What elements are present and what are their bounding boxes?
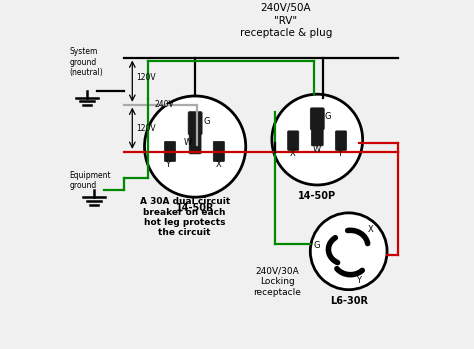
FancyBboxPatch shape: [189, 134, 201, 154]
Text: 240V/30A
Locking
receptacle: 240V/30A Locking receptacle: [253, 267, 301, 297]
Circle shape: [145, 96, 246, 197]
Text: X: X: [289, 149, 295, 158]
Text: Y: Y: [165, 160, 171, 169]
Text: G: G: [203, 117, 210, 126]
Text: Equipment
ground: Equipment ground: [70, 171, 111, 191]
Text: L6-30R: L6-30R: [330, 296, 368, 306]
Circle shape: [310, 213, 387, 290]
Text: Y: Y: [356, 276, 361, 285]
FancyBboxPatch shape: [311, 126, 323, 146]
FancyBboxPatch shape: [336, 131, 346, 150]
Text: System
ground
(neutral): System ground (neutral): [70, 47, 103, 77]
Text: X: X: [216, 160, 222, 169]
FancyBboxPatch shape: [288, 131, 299, 150]
Text: receptacle & plug: receptacle & plug: [240, 28, 332, 38]
FancyBboxPatch shape: [213, 141, 224, 162]
Text: "RV": "RV": [274, 16, 297, 26]
Text: Y: Y: [337, 149, 342, 158]
Circle shape: [272, 94, 363, 185]
Text: 240V/50A: 240V/50A: [261, 3, 311, 14]
FancyBboxPatch shape: [164, 141, 175, 162]
Text: 240V: 240V: [155, 100, 175, 109]
Text: 120V: 120V: [136, 124, 155, 133]
Text: G: G: [314, 241, 320, 250]
Text: 120V: 120V: [136, 73, 155, 82]
FancyBboxPatch shape: [310, 108, 324, 130]
FancyBboxPatch shape: [188, 112, 202, 135]
Text: X: X: [368, 225, 374, 234]
Text: 14-50P: 14-50P: [298, 191, 337, 201]
Text: G: G: [325, 112, 331, 121]
Text: A 30A dual circuit
breaker on each
hot leg protects
the circuit: A 30A dual circuit breaker on each hot l…: [139, 197, 230, 237]
Text: 14-50R: 14-50R: [176, 203, 214, 214]
Text: W: W: [313, 145, 321, 154]
Text: W: W: [184, 138, 192, 147]
